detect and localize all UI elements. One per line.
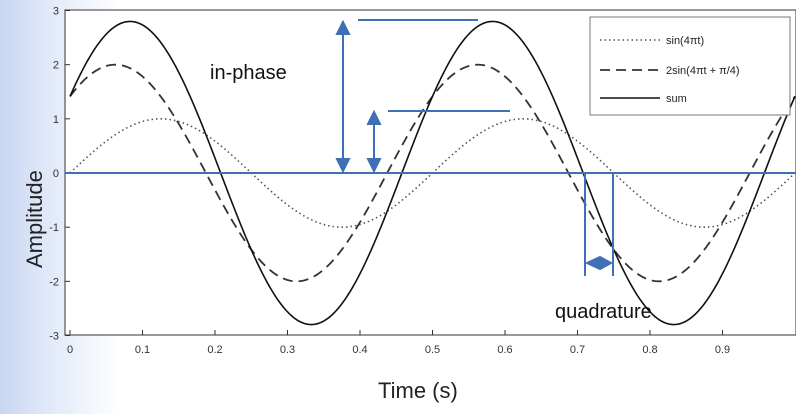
in-phase-annotation: in-phase xyxy=(210,62,287,84)
x-tick-label: 0 xyxy=(67,344,73,356)
legend: sin(4πt) 2sin(4πt + π/4) sum xyxy=(589,16,791,116)
y-tick-labels: -3 -2 -1 0 1 2 3 xyxy=(49,6,59,343)
y-axis-label: Amplitude xyxy=(22,170,47,268)
y-tick-label: 2 xyxy=(53,60,59,72)
annotation-markers xyxy=(65,19,796,276)
y-tick-label: 1 xyxy=(53,114,59,126)
x-tick-labels: 0 0.1 0.2 0.3 0.4 0.5 0.6 0.7 0.8 0.9 xyxy=(67,344,730,356)
y-tick-label: -2 xyxy=(49,276,59,288)
x-tick-label: 0.7 xyxy=(570,344,585,356)
x-tick-label: 0.8 xyxy=(642,344,657,356)
legend-label-2sin: 2sin(4πt + π/4) xyxy=(666,65,740,77)
x-tick-label: 0.2 xyxy=(207,344,222,356)
y-tick-label: -3 xyxy=(49,331,59,343)
legend-label-sum: sum xyxy=(666,93,687,105)
x-tick-label: 0.1 xyxy=(135,344,150,356)
x-tick-label: 0.5 xyxy=(425,344,440,356)
quadrature-annotation: quadrature xyxy=(555,301,652,323)
x-axis-label: Time (s) xyxy=(378,378,458,403)
series-line-sum xyxy=(69,20,796,326)
in-phase-sum-arrow-head-down xyxy=(335,158,351,174)
x-tick-label: 0.9 xyxy=(715,344,730,356)
y-tick-label: 0 xyxy=(53,168,59,180)
y-tick-label: 3 xyxy=(53,6,59,18)
x-tick-label: 0.6 xyxy=(497,344,512,356)
y-tick-label: -1 xyxy=(49,222,59,234)
x-tick-label: 0.4 xyxy=(352,344,367,356)
in-phase-component-arrow-head-up xyxy=(366,109,382,125)
in-phase-component-arrow-head-down xyxy=(366,158,382,174)
legend-label-sin: sin(4πt) xyxy=(666,35,704,47)
in-phase-sum-arrow-head-up xyxy=(335,19,351,35)
quadrature-diamond-arrow xyxy=(584,255,614,271)
x-tick-label: 0.3 xyxy=(280,344,295,356)
